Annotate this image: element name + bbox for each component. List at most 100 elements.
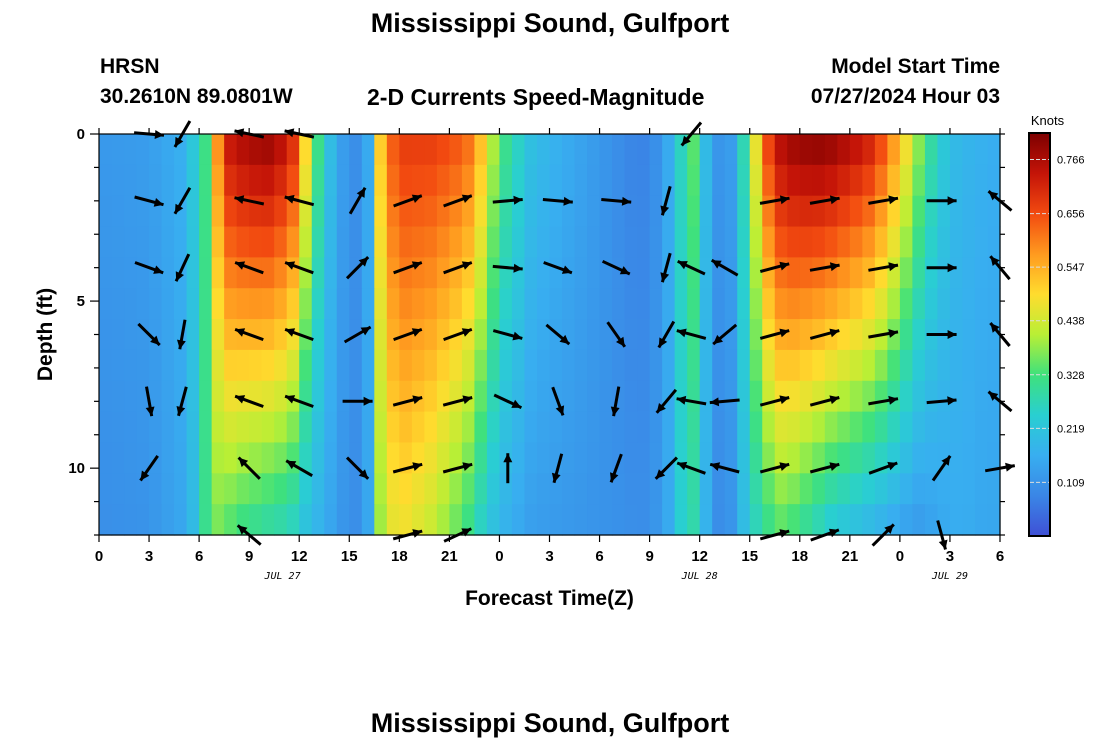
heatmap-cell [887,257,901,289]
current-vector [442,395,473,407]
heatmap-cell [286,504,300,536]
heatmap-cell [599,380,613,413]
heatmap-cell [136,164,150,197]
vector-head [779,529,790,538]
heatmap-cell [637,411,651,444]
current-vector [655,388,678,414]
heatmap-cell [962,288,976,320]
heatmap-cell [787,195,801,228]
current-vector [654,456,678,480]
current-vector [931,455,952,482]
heatmap-cell [524,257,538,289]
vector-head [551,472,561,483]
heatmap-cell [599,134,613,166]
heatmap-cell [662,226,676,258]
heatmap-cell [449,504,463,536]
current-vector [868,329,899,339]
heatmap-cell [399,164,413,197]
heatmap-cell [474,257,488,289]
vector-head [153,265,164,274]
heatmap-cell [286,442,300,474]
x-tick-label: 3 [946,548,954,565]
heatmap-cell [411,226,425,258]
heatmap-cell [461,473,476,505]
heatmap-cell [399,411,413,444]
heatmap-cell [574,288,588,320]
heatmap-cell [236,164,250,197]
vector-head [990,256,1000,266]
heatmap-cell [311,134,325,166]
heatmap-cell [874,164,888,197]
heatmap-cell [624,226,638,258]
heatmap-cell [737,442,751,474]
heatmap-cell [724,380,738,413]
vector-head [284,194,295,204]
heatmap-cell [687,504,701,536]
heatmap-cell [949,442,964,474]
heatmap-cell [574,164,588,197]
vector-head [681,135,691,146]
heatmap-cell [111,473,125,505]
vector-head [140,470,150,481]
heatmap-cell [261,226,275,258]
heatmap-cell [424,380,438,413]
heatmap-cell [637,195,651,228]
current-vector [809,462,840,474]
heatmap-cell [261,134,275,166]
heatmap-cell [812,504,826,536]
heatmap-cell [111,164,125,197]
heatmap-cell [699,442,713,474]
heatmap-cell [374,257,388,289]
x-tick-label: 18 [391,548,408,565]
heatmap-cell [436,319,450,351]
heatmap-cell [937,195,951,228]
vector-head [621,196,632,206]
heatmap-cell [637,134,651,166]
heatmap-cell [449,134,463,166]
heatmap-cell [699,288,713,320]
heatmap-cell [286,288,300,320]
heatmap-cell [486,134,501,166]
current-vector [237,456,261,480]
heatmap-cell [837,195,851,228]
heatmap-cell [211,349,225,382]
heatmap-cell [774,226,788,258]
heatmap-cell [612,164,626,197]
heatmap-cell [324,164,338,197]
heatmap-cell [224,319,238,351]
vector-head [235,261,246,270]
current-vector [393,261,423,275]
vector-head [947,396,957,406]
current-vector [609,453,623,483]
heatmap-cell [824,288,838,320]
heatmap-cell [211,226,225,258]
heatmap-cell [349,164,363,197]
heatmap-cell [136,504,150,536]
heatmap-cell [99,380,113,413]
heatmap-cell [799,473,813,505]
heatmap-cell [374,226,388,258]
heatmap-cell [912,349,926,382]
current-vector [145,386,155,417]
heatmap-cell [524,504,538,536]
current-vector [492,195,523,205]
heatmap-cell [136,349,150,382]
heatmap-cell [749,380,763,413]
heatmap-cell [799,134,813,166]
heatmap-cell [186,257,200,289]
vector-head [888,195,898,205]
heatmap-cell [924,380,939,413]
heatmap-cell [949,134,964,166]
heatmap-cell [562,380,576,413]
heatmap-cell [637,164,651,197]
heatmap-cell [937,257,951,289]
heatmap-cell [474,134,488,166]
heatmap-cell [699,195,713,228]
heatmap-cell [311,349,325,382]
heatmap-cell [599,288,613,320]
vector-head [829,262,840,272]
heatmap-cell [386,257,400,289]
heatmap-cell [562,226,576,258]
heatmap-cell [499,473,513,505]
heatmap-cell [812,164,826,197]
